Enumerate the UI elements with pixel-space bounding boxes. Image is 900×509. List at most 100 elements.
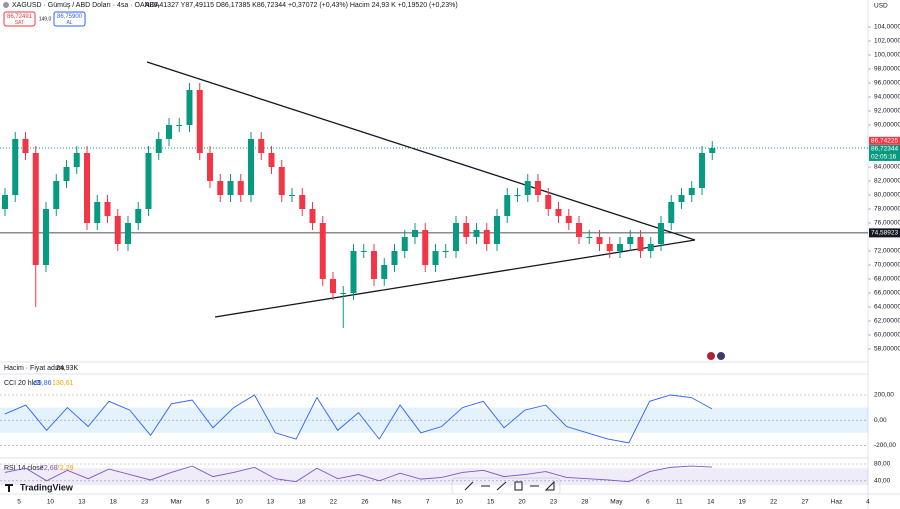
x-tick-label: 13 (78, 499, 86, 506)
x-tick-label: 6 (646, 499, 650, 506)
candle-body (114, 215, 121, 244)
rsi-line (4, 465, 713, 483)
y-tick-label: 92,00000 (874, 108, 900, 115)
candle-body (494, 215, 500, 244)
candle-body (504, 194, 511, 216)
buy-label: AL (66, 20, 72, 26)
volume-title: Hacim · Fiyat adımı (4, 365, 65, 372)
rsi-band (0, 468, 868, 486)
tool-pattern[interactable] (514, 481, 523, 491)
candle-body (330, 278, 336, 293)
trend-line[interactable] (214, 239, 696, 318)
candle-body (637, 236, 644, 251)
candle-body (699, 153, 705, 188)
symbol: XAGUSD · Gümüş / ABD Doları · 4sa · OAND… (12, 2, 160, 9)
flag-icon (717, 352, 725, 360)
cci-value: 89,86 (34, 380, 52, 387)
x-tick-label: 5 (206, 499, 210, 506)
x-tick-label: 22 (770, 499, 778, 506)
price-tag (869, 136, 900, 145)
y-tick-label: 62,00000 (874, 318, 900, 325)
candle-body (237, 181, 244, 195)
candle-body (371, 250, 377, 279)
candle-body (166, 125, 172, 140)
candle-body (401, 236, 408, 251)
candle-body (432, 250, 439, 265)
candle-body (350, 250, 357, 293)
price-tag (869, 144, 900, 161)
candle-body (94, 201, 101, 223)
brand-logo (5, 484, 13, 492)
x-tick-label: 23 (141, 499, 149, 506)
candle-body (258, 139, 265, 154)
tool-channel[interactable] (496, 481, 507, 491)
spread: 149,0 (39, 16, 52, 22)
brand: TradingView (20, 482, 74, 492)
x-tick-label: 10 (47, 499, 55, 506)
ohlc: A86,41327 Y87,49115 D86,17385 K86,72344 … (145, 2, 458, 9)
tool-shape[interactable] (544, 480, 555, 491)
y-tick-label: 84,00000 (874, 164, 900, 171)
y-tick-label: 104,00000 (874, 24, 900, 31)
buy-button[interactable] (53, 11, 86, 27)
y-tick-label: 98,00000 (874, 66, 900, 73)
x-tick-label: 14 (707, 499, 715, 506)
candle-body (412, 229, 418, 237)
x-tick-label: 11 (676, 499, 683, 506)
candle-body (688, 187, 695, 195)
y-tick-label: 200,00 (874, 392, 894, 399)
y-tick-label: 82,00000 (874, 178, 900, 185)
price-tag (869, 228, 900, 238)
x-tick-label: 4 (866, 499, 870, 506)
candle-body (73, 153, 80, 168)
y-tick-label: 100,00000 (874, 52, 900, 59)
currency: USD (874, 3, 888, 10)
candle-body (299, 194, 306, 209)
candle-body (483, 229, 490, 244)
candle-body (268, 153, 275, 168)
x-tick-label: Mar (171, 499, 183, 506)
x-tick-label: Haz (831, 499, 843, 506)
x-tick-label: 28 (581, 499, 589, 506)
candle-body (381, 264, 388, 279)
candle-body (647, 243, 654, 251)
x-tick-label: 18 (110, 499, 118, 506)
trend-line[interactable] (146, 61, 696, 241)
candle-body (535, 181, 541, 195)
y-tick-label: 90,00000 (874, 122, 900, 129)
candle-body (463, 222, 470, 237)
countdown: 02:05:16 (871, 154, 897, 161)
x-tick-label: 23 (550, 499, 558, 506)
candle-body (514, 194, 521, 196)
sell-button[interactable] (3, 11, 36, 27)
candle-body (289, 194, 295, 196)
x-tick-label: 18 (298, 499, 306, 506)
candle-body (442, 250, 449, 252)
candle-body (422, 229, 429, 265)
candle-body (155, 139, 162, 154)
x-tick-label: 5 (17, 499, 21, 506)
candle-body (145, 153, 152, 209)
cci-title: CCI 20 hlc3 (4, 380, 41, 387)
candle-body (565, 215, 572, 223)
candle-body (709, 148, 716, 154)
x-tick-label: Nis (392, 499, 402, 506)
sell-label: SAT (15, 20, 24, 26)
y-tick-label: 78,00000 (874, 206, 900, 213)
tool-trendline[interactable] (464, 481, 474, 491)
y-tick-label: 60,00000 (874, 332, 900, 339)
candle-body (576, 222, 582, 237)
x-tick-label: 19 (739, 499, 747, 506)
candle-body (104, 201, 111, 216)
candle-body (524, 181, 531, 195)
x-tick-label: 10 (235, 499, 243, 506)
x-tick-label: 26 (361, 499, 369, 506)
x-tick-label: 15 (487, 499, 495, 506)
candle-body (668, 201, 675, 223)
candle-body (473, 229, 480, 237)
candle-body (32, 153, 39, 265)
y-tick-label: 94,00000 (874, 94, 900, 101)
flag-icon (707, 352, 715, 360)
